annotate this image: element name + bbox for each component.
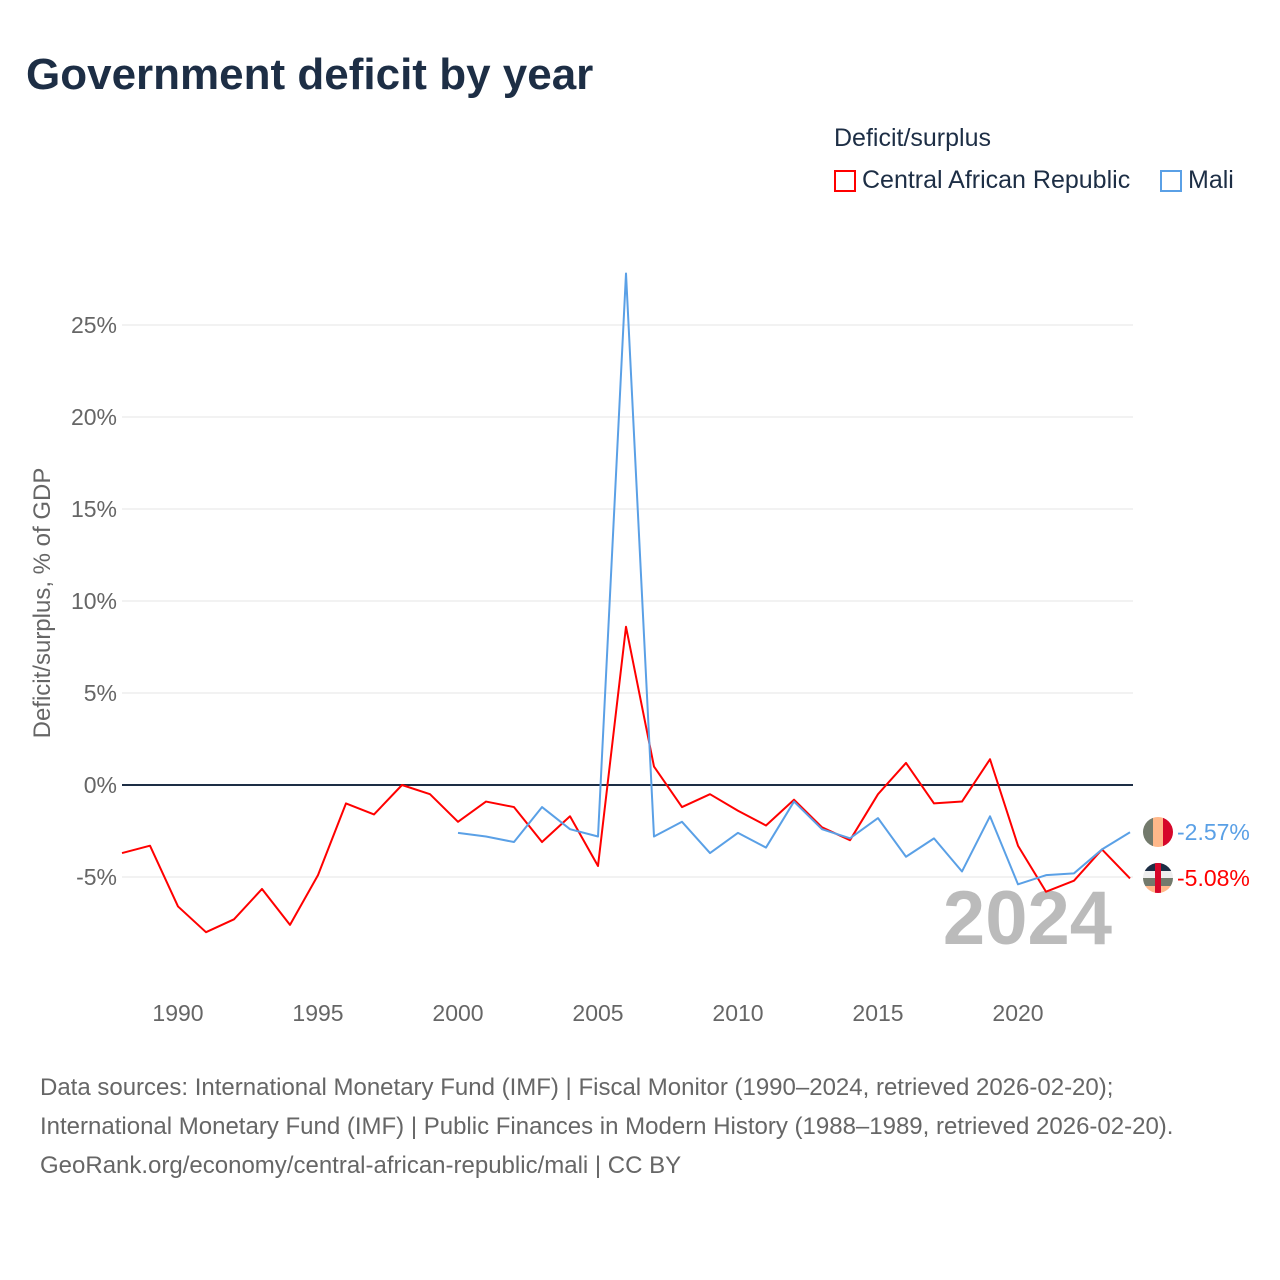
y-tick-label: 10% [71,588,117,614]
data-sources: Data sources: International Monetary Fun… [40,1074,1174,1140]
series-line-car[interactable] [121,625,1131,934]
x-tick-label: 2010 [712,1000,763,1026]
x-tick-label: 2020 [992,1000,1043,1026]
legend-item-car[interactable]: Central African Republic [834,166,1130,195]
line-chart: -5% 0% 5% 10% 15% 20% 25% 1990 1995 2000 2005 2010… [29,272,1250,1026]
x-tick-label: 2015 [852,1000,903,1026]
y-tick-label: 5% [84,680,117,706]
legend-item-mali[interactable]: Mali [1160,166,1234,195]
y-tick-label: 25% [71,312,117,338]
legend-swatch-mali [1160,169,1182,192]
end-label-mali: -2.57% [1177,819,1250,845]
chart-title: Government deficit by year [26,50,594,99]
y-tick-label: -5% [76,864,117,890]
footer: Data sources: International Monetary Fun… [40,1068,1240,1185]
legend-label: Central African Republic [862,166,1131,194]
credit-link[interactable]: GeoRank.org/economy/central-african-repu… [40,1152,682,1179]
x-tick-label: 2005 [572,1000,623,1026]
legend-title: Deficit/surplus [834,124,991,152]
x-tick-label: 1995 [292,1000,343,1026]
y-tick-label: 15% [71,496,117,522]
y-tick-label: 20% [71,404,117,430]
end-label-car: -5.08% [1177,865,1250,891]
legend-label: Mali [1188,166,1234,194]
flag-car-icon [1143,863,1173,893]
x-tick-label: 2000 [432,1000,483,1026]
year-watermark: 2024 [943,876,1112,961]
y-axis-label: Deficit/surplus, % of GDP [29,468,56,739]
y-tick-label: 0% [84,772,117,798]
x-tick-label: 1990 [152,1000,203,1026]
series-line-mali[interactable] [457,272,1131,886]
legend-swatch-car [834,169,856,192]
flag-mali-icon [1143,817,1173,847]
